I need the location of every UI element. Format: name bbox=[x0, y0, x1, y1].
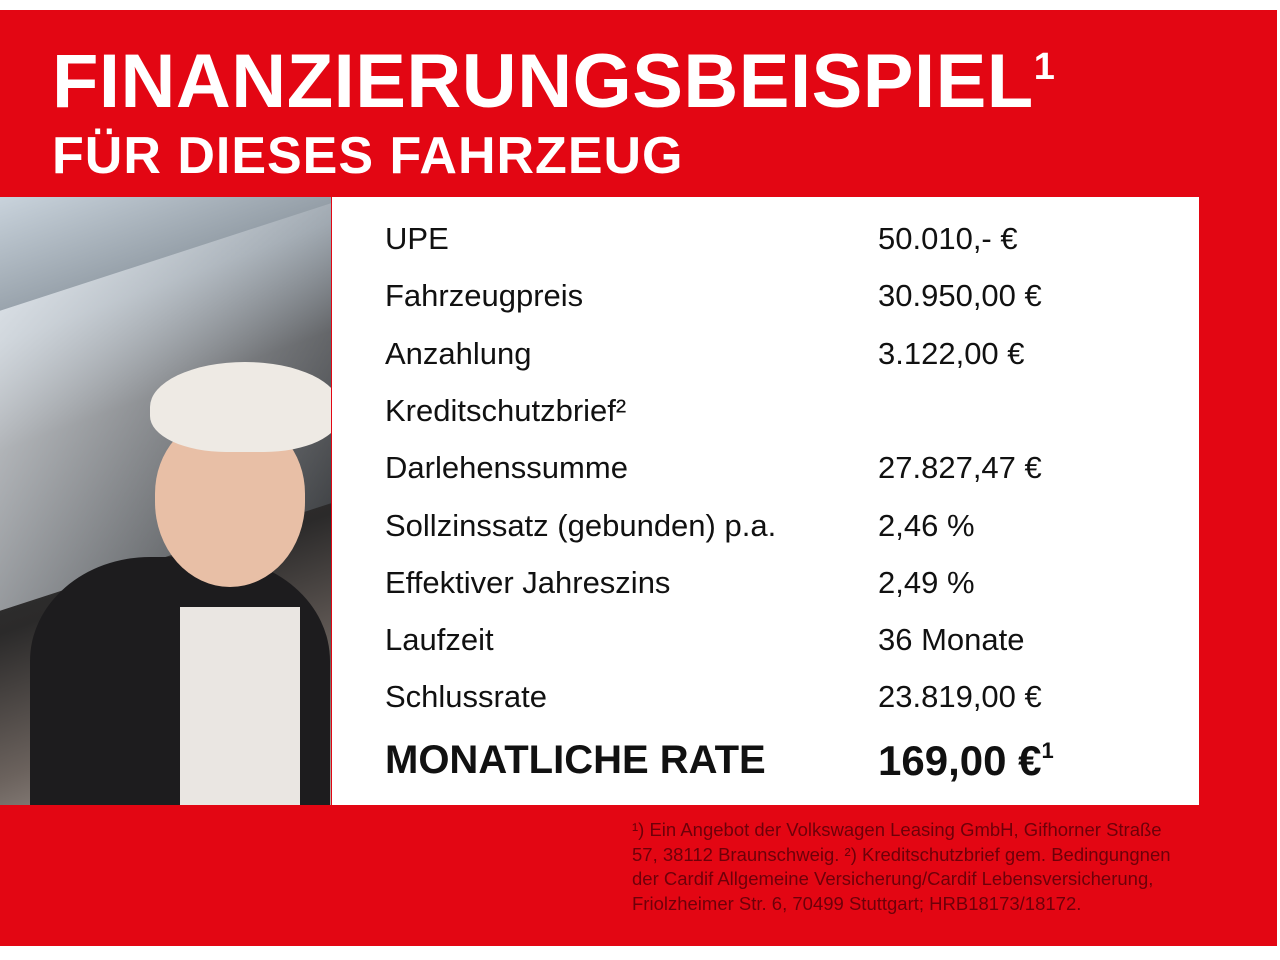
row-label: Fahrzeugpreis bbox=[385, 278, 584, 314]
row-label: Anzahlung bbox=[385, 335, 532, 371]
title-text: FINANZIERUNGSBEISPIEL bbox=[52, 39, 1034, 124]
row-label: UPE bbox=[385, 221, 449, 256]
title-footnote-mark: 1 bbox=[1033, 46, 1056, 88]
table-row: Sollzinssatz (gebunden) p.a. 2,46 % bbox=[385, 507, 975, 543]
footnote-mark: 1 bbox=[1041, 738, 1054, 763]
row-value: 36 Monate bbox=[878, 622, 1025, 658]
table-row: UPE 50.010,- € bbox=[385, 221, 1018, 256]
woman-in-car-photo bbox=[0, 197, 331, 805]
row-value: 2,49 % bbox=[878, 564, 975, 600]
monthly-rate-row: MONATLICHE RATE 169,00 €1 bbox=[385, 738, 1054, 782]
row-value: 50.010,- € bbox=[878, 221, 1018, 256]
row-value: 2,46 % bbox=[878, 507, 975, 543]
page-title: FINANZIERUNGSBEISPIEL1 bbox=[52, 44, 1055, 120]
row-label: Laufzeit bbox=[385, 622, 494, 658]
row-label: Darlehenssumme bbox=[385, 450, 628, 486]
table-row: Effektiver Jahreszins 2,49 % bbox=[385, 564, 975, 600]
row-label: Schlussrate bbox=[385, 679, 547, 715]
photo-hair bbox=[150, 362, 331, 452]
finance-table: UPE 50.010,- € Fahrzeugpreis 30.950,00 € Anz… bbox=[332, 197, 1199, 805]
table-row: Fahrzeugpreis 30.950,00 € bbox=[385, 278, 1042, 314]
row-value: 27.827,47 € bbox=[878, 450, 1042, 486]
row-value: 30.950,00 € bbox=[878, 278, 1042, 314]
row-value: 3.122,00 € bbox=[878, 335, 1025, 371]
row-value: 23.819,00 € bbox=[878, 679, 1042, 715]
row-label: Kreditschutzbrief² bbox=[385, 392, 627, 428]
table-row: Anzahlung 3.122,00 € bbox=[385, 335, 1025, 371]
monthly-rate-value: 169,00 € bbox=[878, 737, 1042, 784]
row-label: Effektiver Jahreszins bbox=[385, 564, 671, 600]
footnote: ¹) Ein Angebot der Volkswagen Leasing Gm… bbox=[632, 819, 1171, 914]
table-row: Schlussrate 23.819,00 € bbox=[385, 679, 1042, 715]
row-label: MONATLICHE RATE bbox=[385, 738, 766, 782]
row-value: 169,00 €1 bbox=[878, 740, 1054, 782]
row-label: Sollzinssatz (gebunden) p.a. bbox=[385, 507, 777, 543]
page-subtitle: FÜR DIESES FAHRZEUG bbox=[52, 127, 684, 185]
table-row: Kreditschutzbrief² bbox=[385, 395, 626, 426]
table-row: Laufzeit 36 Monate bbox=[385, 622, 1025, 658]
photo-shirt bbox=[180, 607, 300, 805]
table-row: Darlehenssumme 27.827,47 € bbox=[385, 450, 1042, 486]
